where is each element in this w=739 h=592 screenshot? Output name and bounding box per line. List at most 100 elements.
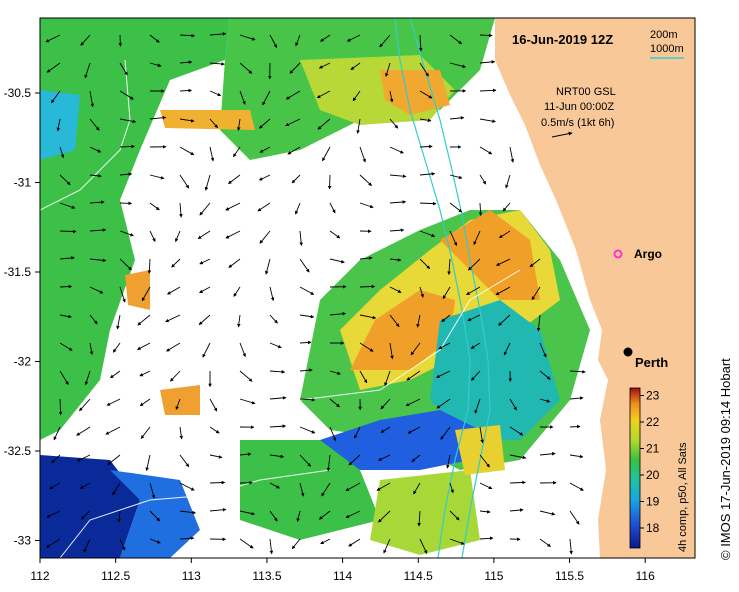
current-arrow — [318, 62, 331, 69]
contour-sst — [40, 59, 131, 211]
current-arrow — [89, 342, 94, 356]
colorbar-tick-label: 23 — [646, 389, 660, 403]
current-arrow — [59, 146, 65, 159]
current-arrow — [479, 33, 493, 38]
current-arrow — [59, 229, 77, 234]
current-arrow — [378, 510, 391, 523]
current-arrow — [59, 202, 76, 209]
x-tick-label: 112.5 — [101, 569, 130, 583]
current-arrow — [119, 258, 132, 271]
current-arrow — [449, 116, 465, 120]
sst-patch-navy-sw — [40, 455, 140, 558]
current-arrow — [539, 398, 551, 403]
current-arrow — [141, 286, 151, 302]
current-arrow — [269, 482, 281, 489]
current-arrow — [236, 118, 241, 131]
current-arrow — [531, 286, 541, 301]
sst-patch-orange-eddy — [350, 290, 455, 370]
sst-patch-teal — [430, 300, 560, 440]
current-arrow — [225, 202, 241, 211]
current-arrow — [294, 202, 301, 215]
current-arrow — [285, 118, 301, 127]
current-arrow — [59, 284, 73, 289]
current-arrow — [46, 510, 61, 518]
current-arrow — [440, 426, 451, 440]
current-arrow — [112, 342, 121, 353]
sst-patch-orange-band — [160, 110, 255, 130]
colorbar-tick-label: 20 — [646, 468, 660, 482]
current-arrow — [498, 314, 511, 326]
current-arrow — [269, 396, 287, 400]
current-arrow — [291, 538, 301, 550]
current-arrow — [449, 538, 465, 545]
argo-label: Argo — [634, 247, 662, 261]
current-arrow — [416, 314, 421, 328]
current-arrow — [419, 34, 423, 52]
current-arrow — [239, 34, 256, 41]
current-arrow — [467, 314, 481, 322]
y-tick-label: -30.5 — [4, 86, 32, 100]
current-arrow — [198, 314, 211, 326]
current-arrow — [89, 258, 107, 263]
current-arrow — [317, 118, 331, 130]
current-arrow — [389, 286, 402, 293]
current-arrow — [59, 314, 72, 319]
sst-patch-orange-w — [125, 270, 150, 310]
current-arrow — [269, 370, 286, 374]
x-tick-label: 112 — [30, 569, 49, 583]
current-arrow — [495, 286, 511, 296]
current-arrow — [419, 538, 428, 555]
current-arrow — [89, 286, 104, 294]
current-arrow — [51, 90, 61, 104]
current-arrow — [326, 454, 331, 472]
contour-sst-2 — [299, 269, 521, 401]
current-arrow — [376, 482, 391, 491]
current-arrow — [329, 370, 341, 375]
current-arrow — [239, 370, 253, 382]
current-arrow — [569, 454, 584, 459]
current-arrow — [149, 230, 156, 242]
current-arrow — [209, 118, 219, 129]
current-arrow — [89, 228, 107, 232]
current-arrow — [167, 286, 181, 295]
current-arrow — [385, 62, 391, 77]
current-arrow — [149, 174, 165, 180]
current-arrow — [179, 146, 195, 156]
current-arrow — [503, 342, 511, 356]
current-arrow — [119, 90, 134, 100]
current-arrow — [359, 370, 368, 384]
current-arrow — [46, 538, 61, 548]
current-arrow — [479, 509, 491, 514]
y-tick-label: -33 — [14, 534, 32, 548]
current-arrow — [119, 62, 128, 76]
x-tick-label: 116 — [636, 569, 655, 583]
current-arrow — [259, 146, 271, 153]
current-arrow — [389, 342, 394, 360]
current-arrow — [119, 538, 126, 551]
current-arrow — [406, 370, 421, 381]
current-arrow — [269, 424, 287, 428]
colorbar-tick-label: 21 — [646, 442, 660, 456]
current-arrow — [79, 482, 91, 489]
current-arrow — [80, 510, 91, 520]
current-arrow — [239, 538, 254, 549]
current-arrow — [209, 32, 227, 36]
current-arrow — [446, 454, 451, 469]
current-arrow — [179, 454, 190, 468]
current-arrow — [209, 454, 223, 459]
current-arrow — [269, 286, 275, 302]
contour-sst-3 — [59, 469, 331, 558]
current-arrow — [299, 314, 315, 319]
current-arrow — [320, 538, 331, 545]
current-arrow — [89, 146, 102, 153]
current-arrow — [265, 258, 271, 275]
current-arrow — [89, 90, 95, 108]
current-arrow — [449, 202, 463, 213]
current-arrow — [356, 118, 361, 134]
current-arrow — [179, 118, 195, 123]
current-arrow — [269, 314, 278, 324]
current-arrow — [179, 202, 183, 218]
current-arrow — [149, 538, 161, 544]
current-arrow — [239, 90, 246, 105]
current-arrow — [329, 426, 337, 442]
